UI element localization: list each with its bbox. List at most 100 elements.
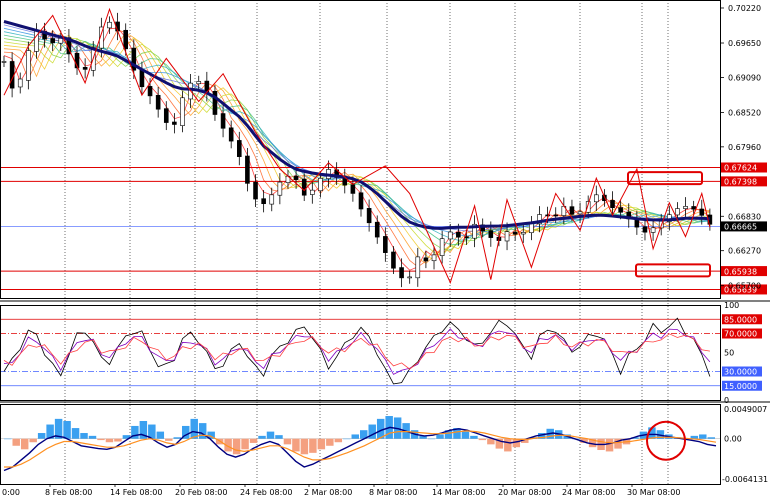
candle-body [180,97,185,126]
time-axis-label: 2 Mar 08:00 [304,488,352,497]
candle-body [58,38,64,44]
price-level-tag [721,284,767,295]
candle-body [293,175,299,180]
macd-histogram-bar [283,438,292,445]
oscillator-level-label: 85.0000 [724,315,757,324]
macd-histogram-bar [266,431,275,439]
oscillator-level-tag [722,366,762,377]
time-axis-label: 14 Mar 08:00 [432,488,485,497]
candle-body [220,113,226,129]
candle-body [269,194,275,205]
time-axis-label: 8 Mar 08:00 [369,488,417,497]
oscillator-level-tag [722,380,762,391]
price-level-tag [721,266,767,277]
macd-axis-label: 0.0049007 [724,405,767,414]
candle-body [228,127,234,142]
candle-body [399,267,404,279]
price-level-label: 0.66665 [724,223,757,232]
candle-body [423,257,429,262]
macd-histogram-bar [614,438,622,449]
macd-histogram-bar [504,438,512,452]
candle-body [529,223,534,234]
candle-body [650,227,656,233]
macd-histogram-bar [478,438,487,441]
candle-body [236,140,242,157]
candle-body [545,214,550,217]
macd-histogram-bar [690,435,699,439]
candle-body [675,208,680,216]
macd-histogram-bar [343,438,351,440]
macd-histogram-bar [12,438,20,446]
macd-histogram-bar [376,418,385,439]
candle-body [593,194,599,203]
candle-body [553,214,559,217]
candle-body [1,61,7,63]
macd-histogram-bar [156,431,165,439]
price-level-tag [721,221,767,232]
candle-body [74,52,80,69]
zigzag-line [3,7,711,284]
macd-histogram-bar [165,438,173,441]
candle-body [610,200,615,209]
candle-body [17,78,23,88]
candle-body [618,207,623,213]
candle-body [155,94,161,110]
candle-body [520,232,526,235]
candle-body [374,221,380,238]
macd-histogram-bar [648,427,656,439]
macd-histogram-bar [461,431,470,439]
macd-histogram-bar [131,425,139,439]
macd-histogram-bar [198,423,207,439]
macd-histogram-bar [80,433,88,439]
candle-body [407,276,412,279]
macd-histogram-bar [317,438,326,450]
macd-histogram-bar [512,438,521,448]
macd-histogram-bar [521,438,529,443]
macd-histogram-bar [538,433,546,439]
candle-body [82,67,88,70]
candle-body [472,223,477,239]
macd-histogram-bar [605,438,614,452]
price-level-label: 0.67398 [724,178,757,187]
macd-histogram-bar [139,420,148,439]
oscillator-line [3,317,711,385]
candle-body [683,206,688,209]
macd-histogram-bar [241,438,249,450]
candle-body [107,21,112,29]
ma-fan-line [3,27,711,271]
macd-histogram-bar [495,438,504,449]
macd-histogram-bar [368,424,376,439]
price-axis-label: 0.66830 [728,212,761,221]
macd-histogram-bar [419,435,427,439]
oscillator-line [3,328,711,375]
candle-body [512,231,518,235]
macd-histogram-bar [326,438,334,446]
candle-body [431,254,437,262]
macd-histogram-bar [707,437,715,439]
candle-body [245,155,250,184]
candle-body [358,192,364,210]
oscillator-level-label: 30.0000 [724,368,757,377]
highlight-box [635,263,711,278]
macd-histogram-bar [588,438,597,448]
highlight-circle [646,420,686,461]
candle-body [172,121,177,125]
macd-histogram-bar [453,428,461,439]
panel-frame [0,305,721,401]
candle-body [253,181,258,200]
candle-body [391,251,396,269]
price-level-tag [721,162,767,173]
candle-body [456,231,461,238]
price-level-label: 0.67624 [724,164,757,173]
oscillator-line [3,333,710,370]
panel-frame [0,0,721,299]
candle-body [642,226,648,233]
macd-histogram-bar [334,438,343,443]
macd-histogram-bar [88,435,97,439]
macd-histogram-bar [207,431,215,439]
candle-body [383,236,388,253]
macd-histogram-bar [487,438,495,445]
time-axis-label: 24 Feb 08:00 [240,488,292,497]
macd-histogram-bar [71,428,80,439]
